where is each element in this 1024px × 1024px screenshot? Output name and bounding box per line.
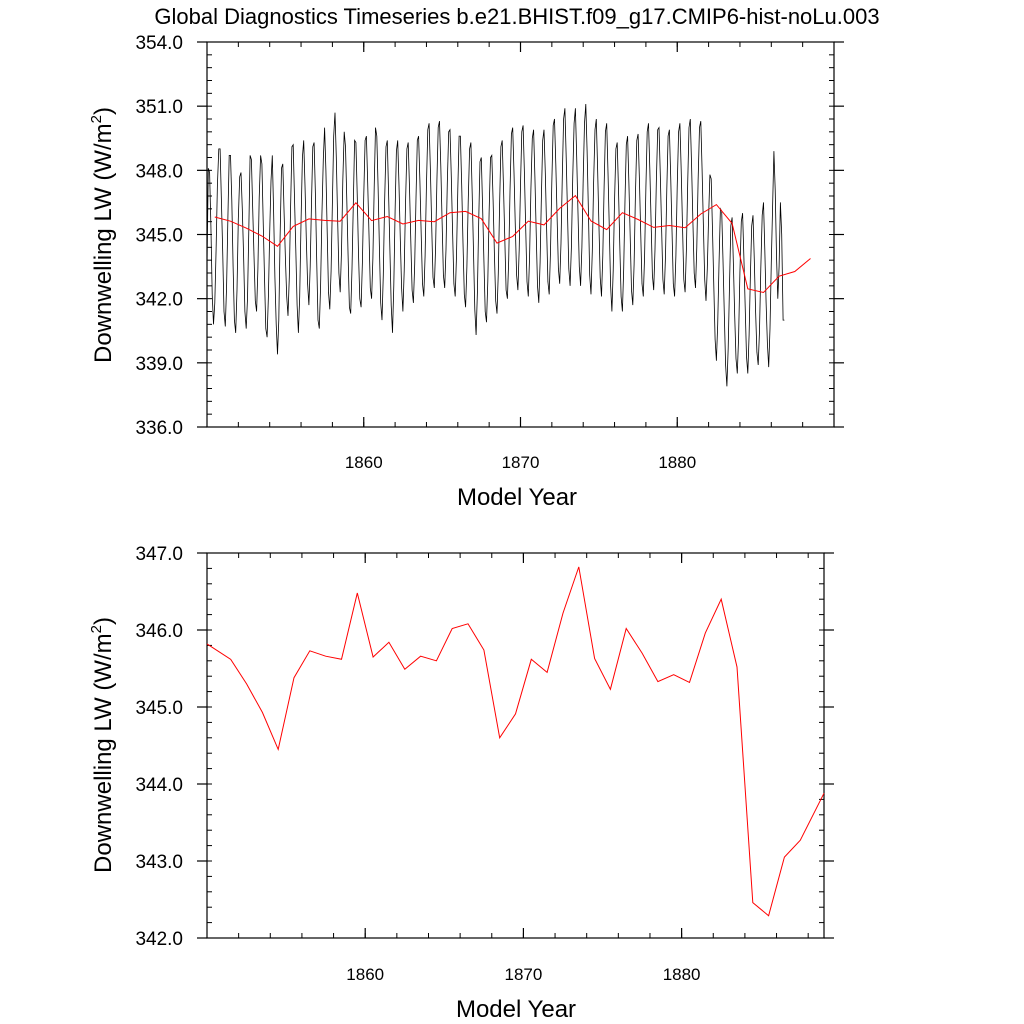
y-tick-label: 345.0 (135, 226, 183, 247)
annual-mean-line (206, 566, 825, 917)
x-tick-label: 1880 (658, 453, 696, 472)
y-axis-label-superscript: 2 (88, 115, 105, 123)
y-tick-label: 342.0 (135, 290, 183, 311)
y-tick-label: 343.0 (135, 852, 183, 873)
annual-mean-line (214, 194, 811, 294)
x-axis-label-top: Model Year (457, 484, 577, 511)
monthly-series-line (206, 103, 785, 387)
y-axis-label-top: Downwelling LW (W/m2) (88, 107, 117, 363)
y-axis-label-main: Downwelling LW (W/m (90, 633, 117, 873)
y-tick-label: 347.0 (135, 544, 183, 565)
figure-title: Global Diagnostics Timeseries b.e21.BHIS… (154, 4, 879, 29)
y-tick-label: 346.0 (135, 621, 183, 642)
x-axis-label-bottom: Model Year (456, 996, 576, 1023)
y-tick-label: 348.0 (135, 161, 183, 182)
plot-frame-bottom (206, 552, 825, 939)
x-tick-label: 1860 (345, 453, 383, 472)
y-tick-label: 339.0 (135, 354, 183, 375)
y-axis-label-superscript: 2 (88, 625, 105, 633)
panel-top: Model Year Downwelling LW (W/m2) 1860 187… (88, 33, 844, 511)
y-axis-label-close: ) (90, 107, 117, 115)
x-tick-label: 1870 (502, 453, 540, 472)
y-tick-label: 351.0 (135, 97, 183, 118)
x-tick-label: 1860 (346, 965, 384, 984)
x-tick-label: 1880 (663, 965, 701, 984)
y-axis-label-main: Downwelling LW (W/m (90, 123, 117, 363)
x-tick-label: 1870 (504, 965, 542, 984)
y-tick-label: 354.0 (135, 33, 183, 54)
panel-bottom: Model Year Downwelling LW (W/m2) 1860 187… (88, 544, 834, 1023)
y-tick-label: 336.0 (135, 418, 183, 439)
y-axis-label-close: ) (90, 617, 117, 625)
y-axis-label-bottom: Downwelling LW (W/m2) (88, 617, 117, 873)
y-tick-label: 342.0 (135, 929, 183, 950)
y-tick-label: 344.0 (135, 775, 183, 796)
y-tick-label: 345.0 (135, 698, 183, 719)
